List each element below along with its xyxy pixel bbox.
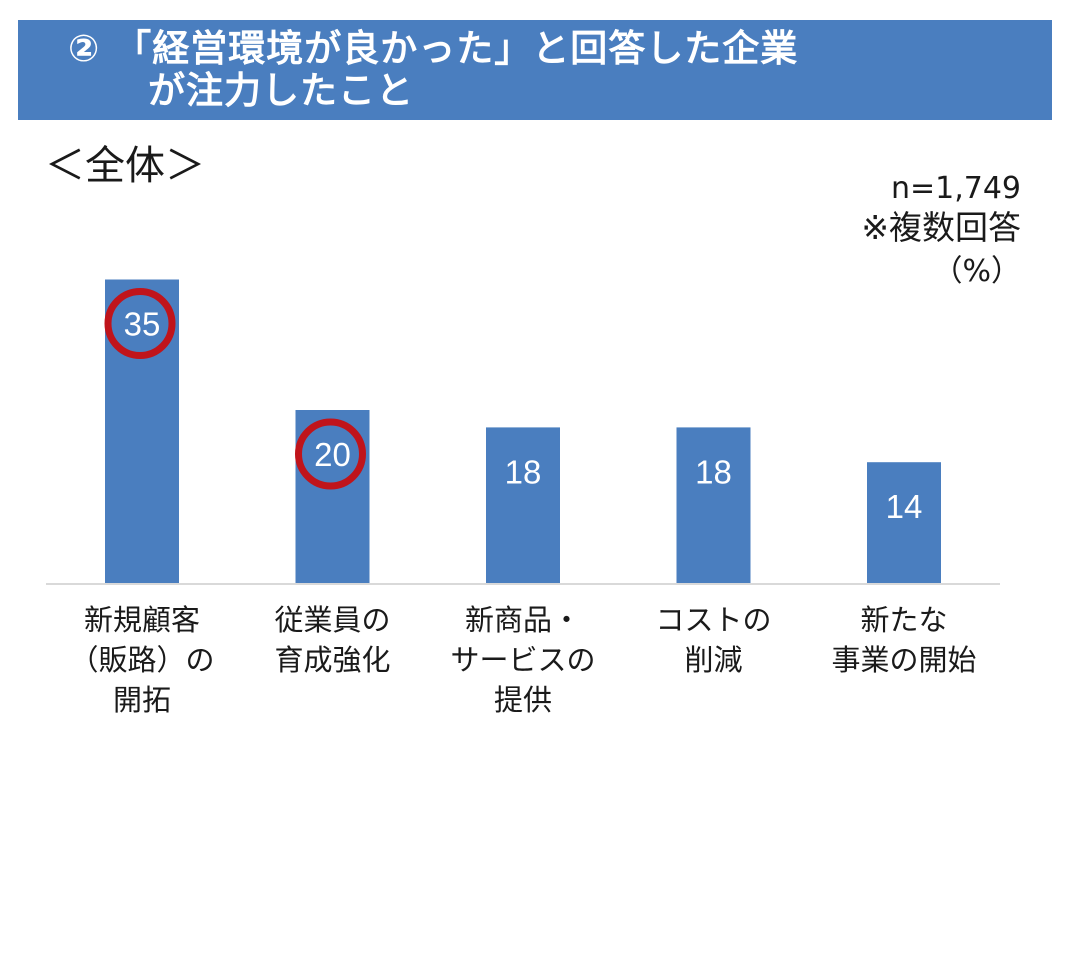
category-label-2-line-1: 従業員の bbox=[274, 603, 390, 637]
bar-3 bbox=[486, 427, 560, 584]
category-label-1-line-3: 開拓 bbox=[113, 683, 171, 717]
category-label-4-line-1: コストの bbox=[655, 603, 771, 637]
section-label: ＜全体＞ bbox=[45, 143, 205, 189]
title-banner: ② 「経営環境が良かった」と回答した企業 が注力したこと bbox=[18, 20, 1052, 120]
bar-4 bbox=[676, 427, 751, 584]
category-label-5-line-1: 新たな bbox=[860, 603, 947, 637]
bar-value-label-2: 20 bbox=[314, 436, 351, 473]
title-line-1: ② 「経営環境が良かった」と回答した企業 bbox=[68, 27, 799, 70]
bar-value-label-3: 18 bbox=[505, 453, 542, 490]
category-label-3-line-2: サービスの bbox=[450, 643, 595, 677]
highlight-ring-1 bbox=[104, 288, 176, 359]
bar-5 bbox=[867, 462, 941, 584]
category-label-3-line-1: 新商品・ bbox=[465, 603, 581, 637]
category-label-3-line-3: 提供 bbox=[494, 683, 552, 717]
sample-size: n=1,749 bbox=[890, 171, 1021, 206]
bar-value-label-4: 18 bbox=[695, 453, 732, 490]
bar-value-label-1: 35 bbox=[124, 306, 161, 343]
bars-layer: 35 20 18 18 14 bbox=[104, 279, 941, 584]
category-label-5-line-2: 事業の開始 bbox=[831, 643, 976, 677]
unit-label: （%） bbox=[932, 254, 1021, 289]
multiple-answer-note: ※複数回答 bbox=[861, 208, 1021, 247]
category-label-2-line-2: 育成強化 bbox=[274, 643, 390, 677]
highlight-ring-2 bbox=[295, 418, 366, 490]
bar-1 bbox=[105, 279, 179, 584]
title-line-2: が注力したこと bbox=[148, 69, 414, 112]
bar-value-label-5: 14 bbox=[886, 488, 923, 525]
category-label-1-line-2: （販路）の bbox=[69, 643, 214, 677]
category-label-1-line-1: 新規顧客 bbox=[84, 603, 200, 637]
category-label-4-line-2: 削減 bbox=[684, 643, 742, 677]
